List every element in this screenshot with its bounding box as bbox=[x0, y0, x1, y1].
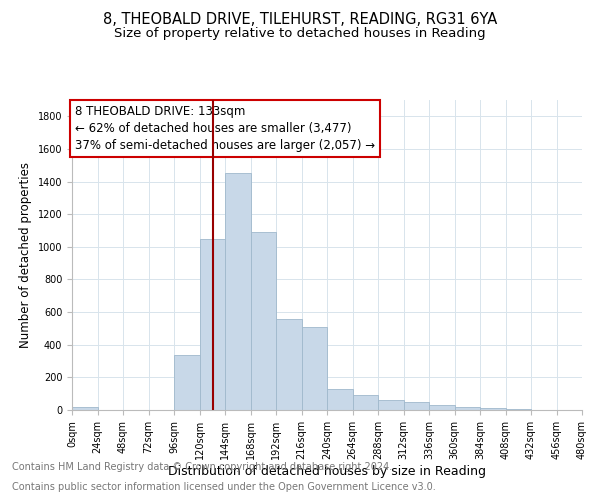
Bar bbox=[404, 402, 429, 410]
Bar bbox=[174, 354, 199, 410]
Bar bbox=[378, 400, 404, 410]
Text: 8, THEOBALD DRIVE, TILEHURST, READING, RG31 6YA: 8, THEOBALD DRIVE, TILEHURST, READING, R… bbox=[103, 12, 497, 28]
Bar bbox=[199, 238, 225, 410]
Text: Contains public sector information licensed under the Open Government Licence v3: Contains public sector information licen… bbox=[12, 482, 436, 492]
Bar bbox=[276, 318, 302, 410]
Text: 8 THEOBALD DRIVE: 133sqm
← 62% of detached houses are smaller (3,477)
37% of sem: 8 THEOBALD DRIVE: 133sqm ← 62% of detach… bbox=[75, 105, 376, 152]
X-axis label: Distribution of detached houses by size in Reading: Distribution of detached houses by size … bbox=[168, 464, 486, 477]
Bar bbox=[455, 406, 480, 410]
Y-axis label: Number of detached properties: Number of detached properties bbox=[19, 162, 32, 348]
Text: Contains HM Land Registry data © Crown copyright and database right 2024.: Contains HM Land Registry data © Crown c… bbox=[12, 462, 392, 472]
Bar bbox=[327, 389, 353, 410]
Bar bbox=[251, 232, 276, 410]
Text: Size of property relative to detached houses in Reading: Size of property relative to detached ho… bbox=[114, 28, 486, 40]
Bar bbox=[505, 409, 531, 410]
Bar bbox=[72, 406, 97, 410]
Bar bbox=[480, 408, 505, 410]
Bar bbox=[302, 327, 327, 410]
Bar bbox=[225, 174, 251, 410]
Bar bbox=[429, 405, 455, 410]
Bar bbox=[353, 396, 378, 410]
